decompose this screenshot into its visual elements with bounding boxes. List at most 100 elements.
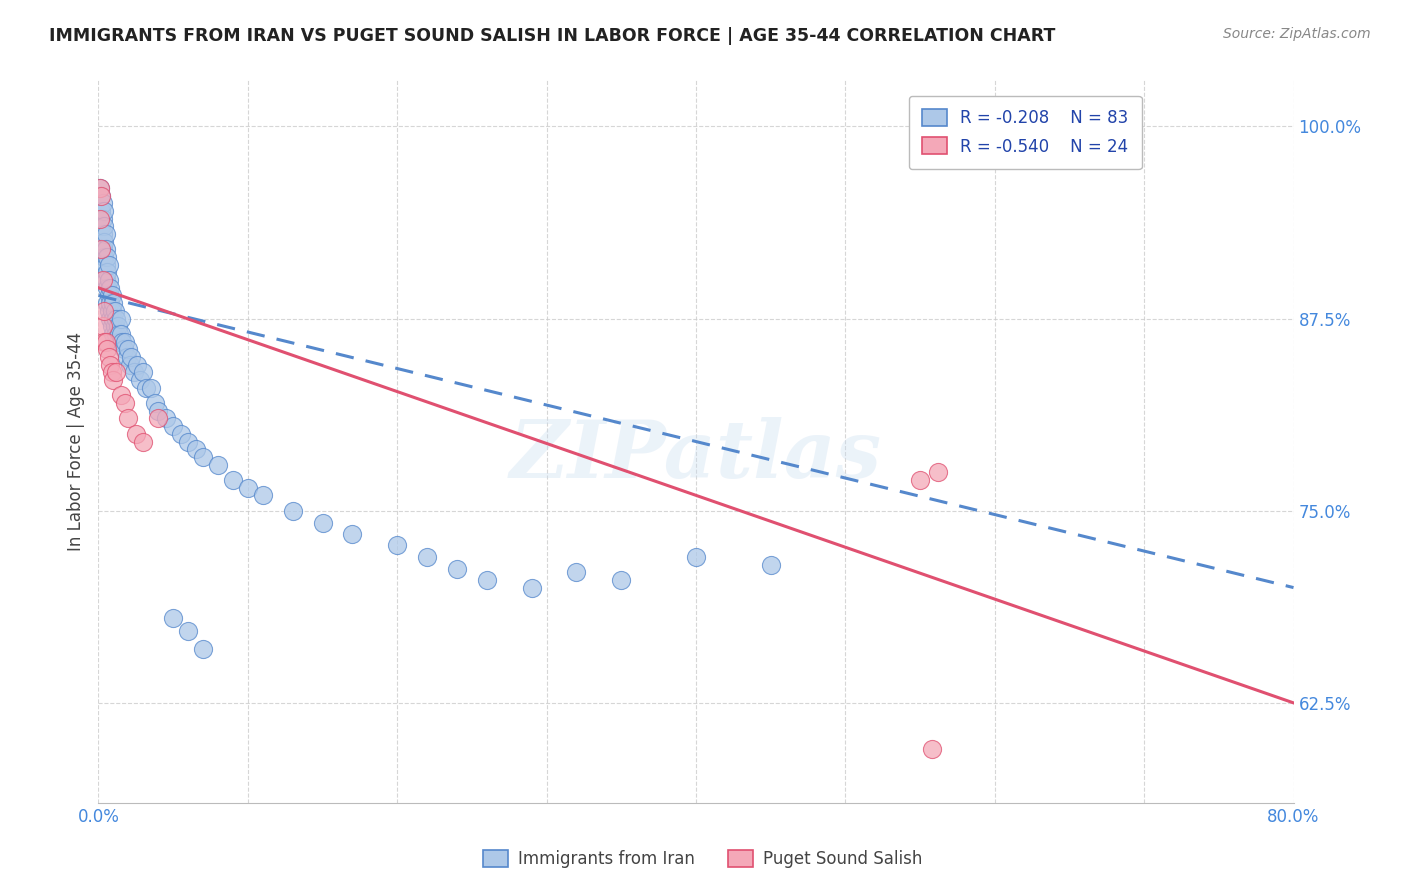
Point <box>111 334 134 349</box>
Point <box>908 473 931 487</box>
Point <box>94 227 117 241</box>
Point <box>685 549 707 564</box>
Point <box>143 396 166 410</box>
Point <box>96 296 118 310</box>
Point <box>148 411 170 425</box>
Point <box>89 211 111 226</box>
Point <box>191 450 214 464</box>
Point <box>252 488 274 502</box>
Point <box>169 426 191 441</box>
Point <box>385 537 409 551</box>
Point <box>94 334 117 349</box>
Point <box>97 288 120 302</box>
Point <box>93 250 115 264</box>
Point <box>89 181 111 195</box>
Point <box>416 549 439 564</box>
Point <box>96 265 118 279</box>
Point <box>96 250 118 264</box>
Point <box>101 365 124 379</box>
Point <box>90 243 112 257</box>
Point <box>97 258 120 272</box>
Text: IMMIGRANTS FROM IRAN VS PUGET SOUND SALISH IN LABOR FORCE | AGE 35-44 CORRELATIO: IMMIGRANTS FROM IRAN VS PUGET SOUND SALI… <box>49 27 1056 45</box>
Point <box>132 434 155 449</box>
Point <box>125 426 148 441</box>
Point <box>162 419 184 434</box>
Point <box>89 181 111 195</box>
Point <box>191 642 214 657</box>
Point <box>132 365 155 379</box>
Point <box>98 358 122 372</box>
Point <box>127 358 149 372</box>
Point <box>98 281 122 295</box>
Point <box>96 343 118 357</box>
Point <box>105 365 128 379</box>
Point <box>311 516 333 530</box>
Point <box>103 373 125 387</box>
Point <box>91 227 114 241</box>
Point <box>207 458 229 472</box>
Point <box>114 334 136 349</box>
Point <box>107 319 129 334</box>
Text: ZIPatlas: ZIPatlas <box>510 417 882 495</box>
Point <box>90 188 112 202</box>
Point <box>91 243 114 257</box>
Point <box>177 434 200 449</box>
Point <box>97 350 120 364</box>
Point <box>94 258 117 272</box>
Point <box>236 481 259 495</box>
Point <box>94 243 117 257</box>
Point <box>475 573 498 587</box>
Point <box>610 573 633 587</box>
Legend: Immigrants from Iran, Puget Sound Salish: Immigrants from Iran, Puget Sound Salish <box>477 843 929 875</box>
Point <box>105 326 128 341</box>
Point <box>281 504 304 518</box>
Point <box>114 396 136 410</box>
Point <box>112 343 135 357</box>
Point <box>98 311 122 326</box>
Point <box>93 219 115 234</box>
Point <box>93 304 115 318</box>
Point <box>90 219 112 234</box>
Legend: R = -0.208    N = 83, R = -0.540    N = 24: R = -0.208 N = 83, R = -0.540 N = 24 <box>908 95 1142 169</box>
Point <box>120 350 142 364</box>
Point <box>94 273 117 287</box>
Point <box>110 326 132 341</box>
Point <box>139 381 162 395</box>
Point <box>89 211 111 226</box>
Y-axis label: In Labor Force | Age 35-44: In Labor Force | Age 35-44 <box>66 332 84 551</box>
Point <box>129 373 152 387</box>
Point <box>93 334 115 349</box>
Point <box>104 319 127 334</box>
Point <box>91 319 114 334</box>
Point <box>565 565 588 579</box>
Point <box>148 404 170 418</box>
Point <box>103 296 125 310</box>
Point <box>446 562 468 576</box>
Point <box>104 304 127 318</box>
Point <box>110 311 132 326</box>
Point <box>93 203 115 218</box>
Point <box>98 296 122 310</box>
Point <box>115 350 138 364</box>
Point <box>105 311 128 326</box>
Point <box>90 203 112 218</box>
Point <box>101 304 124 318</box>
Point <box>91 196 114 211</box>
Point <box>155 411 177 425</box>
Point <box>110 388 132 402</box>
Point <box>90 188 112 202</box>
Point <box>124 365 146 379</box>
Point <box>117 411 139 425</box>
Point <box>135 381 157 395</box>
Point <box>108 326 131 341</box>
Text: Source: ZipAtlas.com: Source: ZipAtlas.com <box>1223 27 1371 41</box>
Point <box>107 334 129 349</box>
Point <box>93 235 115 249</box>
Point <box>222 473 245 487</box>
Point <box>97 304 120 318</box>
Point <box>177 624 200 638</box>
Point <box>103 311 125 326</box>
Point <box>184 442 207 457</box>
Point <box>118 358 141 372</box>
Point <box>162 611 184 625</box>
